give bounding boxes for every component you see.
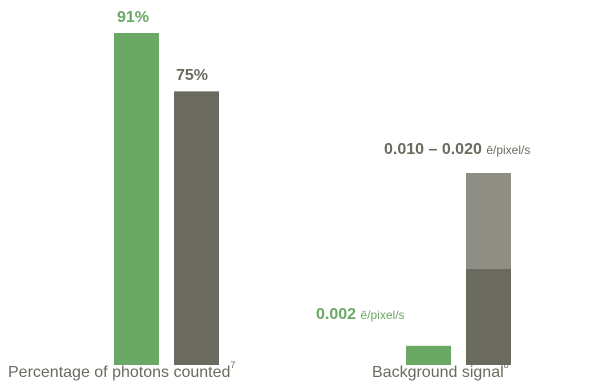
value-label-photons-counted-grey: 75% bbox=[176, 67, 209, 85]
value-label-background-green: 0.002 ē/pixel/s bbox=[316, 305, 405, 323]
bar-photons-counted-green bbox=[114, 33, 159, 365]
value-label-background-grey: 0.010 – 0.020 ē/pixel/s bbox=[384, 141, 531, 158]
bar-background-grey-upper bbox=[466, 173, 511, 269]
category-label-photons-counted: Percentage of photons counted7 bbox=[8, 359, 236, 381]
category-label-background-signal: Background signal8 bbox=[372, 359, 509, 381]
bar-background-green bbox=[406, 345, 451, 365]
bar-photons-counted-grey bbox=[174, 91, 219, 365]
bar-background-grey-lower bbox=[466, 269, 511, 365]
value-label-photons-counted-green: 91% bbox=[117, 9, 150, 26]
